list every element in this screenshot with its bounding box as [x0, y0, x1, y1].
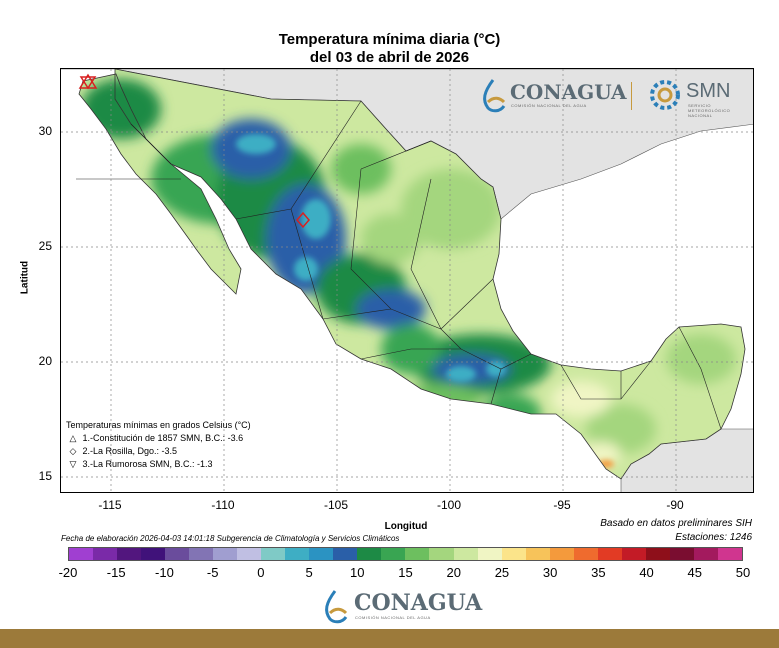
- state-borders: [76, 100, 722, 430]
- smn-subtitle: SERVICIO METEOROLÓGICO NACIONAL: [688, 103, 731, 118]
- colorbar-cell: [501, 548, 526, 560]
- elaboration-footnote: Fecha de elaboración 2026-04-03 14:01:18…: [61, 534, 400, 543]
- station-marker-constitucion: [78, 73, 98, 89]
- colorbar-cell: [381, 548, 406, 560]
- stations-note: Estaciones: 1246: [675, 532, 752, 543]
- colorbar-tick-label: -20: [58, 565, 78, 580]
- colorbar-tick-label: 5: [305, 565, 313, 580]
- colorbar-cell: [93, 548, 118, 560]
- map-title: Temperatura mínima diaria (°C): [278, 31, 501, 48]
- legend-entry: △ 1.-Constitución de 1857 SMN, B.C.: -3.…: [66, 432, 251, 445]
- colorbar-cell: [237, 548, 262, 560]
- colorbar-tick-label: 30: [542, 565, 558, 580]
- smn-sun-icon: [650, 80, 680, 110]
- colorbar-tick-label: 15: [398, 565, 413, 580]
- mexico-outline: [114, 69, 746, 480]
- conagua-subtitle: COMISIÓN NACIONAL DEL AGUA: [355, 615, 431, 620]
- ytick-25: 25: [38, 239, 52, 253]
- conagua-wordmark: CONAGUA: [510, 80, 627, 104]
- colorbar-tick-label: 35: [591, 565, 606, 580]
- xtick-115: -115: [98, 498, 122, 512]
- colorbar-cell: [141, 548, 166, 560]
- colorbar-cell: [717, 548, 742, 560]
- temperature-map-svg: [61, 69, 753, 492]
- colorbar-cell: [357, 548, 382, 560]
- colorbar-tick-label: 25: [494, 565, 510, 580]
- colorbar-tick-label: 10: [350, 565, 365, 580]
- triangle-down-icon: ▽: [69, 459, 77, 469]
- colorbar-cell: [213, 548, 238, 560]
- smn-wordmark: SMN: [686, 80, 731, 102]
- ytick-30: 30: [38, 124, 52, 138]
- xtick-105: -105: [323, 498, 349, 512]
- colorbar-cell: [165, 548, 190, 560]
- colorbar-cell: [405, 548, 430, 560]
- legend-heading: Temperaturas mínimas en grados Celsius (…: [66, 420, 251, 430]
- colorbar-cell: [477, 548, 502, 560]
- conagua-smn-logo: CONAGUA COMISIÓN NACIONAL DEL AGUA SMN S…: [478, 76, 743, 118]
- colorbar-tick-label: -5: [206, 565, 219, 580]
- source-note: Basado en datos preliminares SIH: [600, 518, 752, 529]
- station-legend: Temperaturas mínimas en grados Celsius (…: [66, 419, 251, 471]
- conagua-logo-bottom: CONAGUA COMISIÓN NACIONAL DEL AGUA: [320, 587, 483, 627]
- station-marker-rosilla: [296, 211, 310, 229]
- x-axis-label: Longitud: [384, 521, 428, 532]
- conagua-wordmark: CONAGUA: [354, 590, 483, 616]
- colorbar-tick-label: -10: [155, 565, 174, 580]
- legend-entry-text: 2.-La Rosilla, Dgo.: -3.5: [82, 446, 178, 456]
- xtick-110: -110: [211, 498, 235, 512]
- colorbar-cell: [285, 548, 310, 560]
- colorbar-tick-label: 0: [257, 565, 265, 580]
- colorbar-cell: [573, 548, 598, 560]
- y-axis-label: Latitud: [19, 260, 31, 295]
- colorbar: [68, 547, 743, 561]
- colorbar-cell: [261, 548, 286, 560]
- baja-outline: [78, 73, 242, 295]
- conagua-drop-icon: [483, 79, 506, 113]
- colorbar-tick-label: 45: [687, 565, 703, 580]
- footer-bar: [0, 629, 779, 648]
- legend-entry: ▽ 3.-La Rumorosa SMN, B.C.: -1.3: [66, 458, 251, 471]
- map-area: [60, 68, 754, 493]
- colorbar-cell: [645, 548, 670, 560]
- colorbar-cell: [117, 548, 142, 560]
- conagua-drop-icon: [325, 590, 348, 624]
- legend-entry-text: 1.-Constitución de 1857 SMN, B.C.: -3.6: [82, 433, 244, 443]
- colorbar-cell: [453, 548, 478, 560]
- colorbar-cell: [69, 548, 94, 560]
- legend-entry: ◇ 2.-La Rosilla, Dgo.: -3.5: [66, 445, 251, 458]
- colorbar-cell: [333, 548, 358, 560]
- triangle-up-icon: △: [69, 433, 77, 443]
- ytick-20: 20: [38, 354, 52, 368]
- ytick-15: 15: [38, 469, 52, 483]
- colorbar-tick-label: 50: [735, 565, 751, 580]
- colorbar-cell: [525, 548, 550, 560]
- xtick-95: -95: [553, 498, 571, 512]
- colorbar-cell: [189, 548, 214, 560]
- xtick-100: -100: [436, 498, 462, 512]
- colorbar-tick-label: 20: [446, 565, 461, 580]
- station-marker-rumorosa: [79, 76, 97, 90]
- xtick-90: -90: [666, 498, 684, 512]
- legend-entry-text: 3.-La Rumorosa SMN, B.C.: -1.3: [82, 459, 213, 469]
- colorbar-cell: [309, 548, 334, 560]
- colorbar-tick-label: 40: [639, 565, 654, 580]
- gridlines: [61, 69, 753, 492]
- colorbar-cell: [549, 548, 574, 560]
- map-subtitle: del 03 de abril de 2026: [309, 49, 470, 66]
- colorbar-tick-label: -15: [106, 565, 126, 580]
- colorbar-cell: [621, 548, 646, 560]
- conagua-subtitle: COMISIÓN NACIONAL DEL AGUA: [511, 103, 587, 108]
- colorbar-cell: [429, 548, 454, 560]
- diamond-icon: ◇: [69, 446, 77, 456]
- colorbar-cell: [693, 548, 718, 560]
- colorbar-cell: [597, 548, 622, 560]
- colorbar-cell: [669, 548, 694, 560]
